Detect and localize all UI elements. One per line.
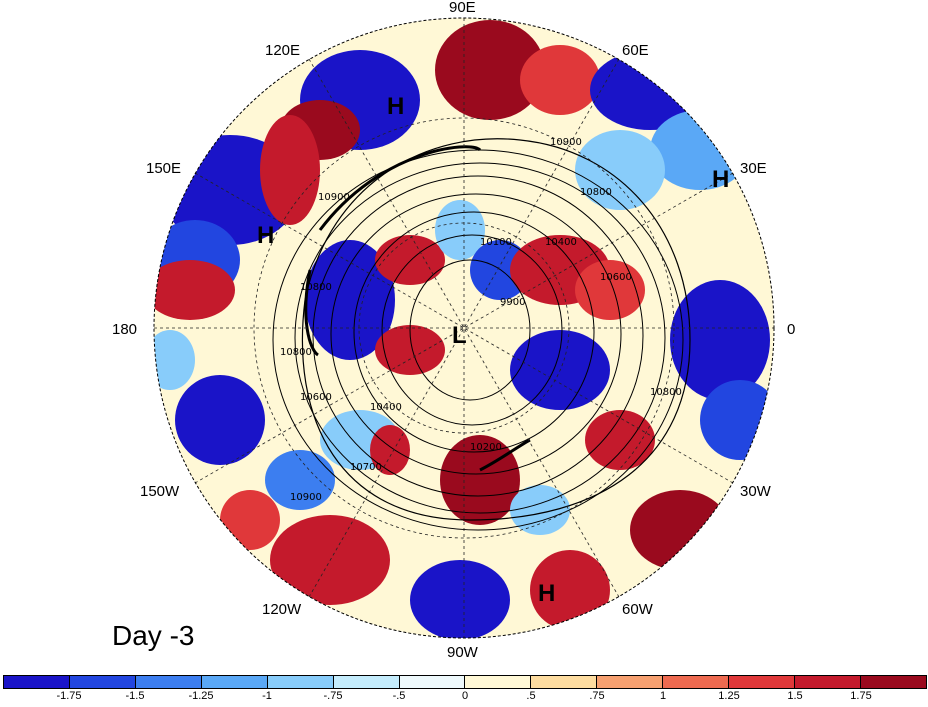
colorbar-segment xyxy=(4,676,70,688)
contour-label: 9900 xyxy=(500,297,525,308)
colorbar-tick-label: -1.25 xyxy=(188,690,214,702)
colorbar-segment xyxy=(135,676,202,688)
colorbar-tick-label: .5 xyxy=(526,690,536,702)
contour-label: 10400 xyxy=(545,237,577,248)
colorbar-segment xyxy=(201,676,268,688)
longitude-label: 150W xyxy=(140,483,180,500)
colorbar-segment xyxy=(465,676,532,688)
contour-label: 10100 xyxy=(480,237,512,248)
contour-label: 10800 xyxy=(580,187,612,198)
contour-label: 10900 xyxy=(290,492,322,503)
map-boundary xyxy=(153,17,775,639)
longitude-label: 60W xyxy=(622,601,653,618)
anomaly-field xyxy=(154,18,774,638)
contour-label: 10800 xyxy=(300,282,332,293)
colorbar-segment xyxy=(860,676,926,688)
longitude-label: 150E xyxy=(146,160,182,177)
colorbar-tick-label: -.5 xyxy=(392,690,406,702)
colorbar-tick-label: 1.5 xyxy=(787,690,803,702)
contour-label-group: 10900 10800 10600 10400 10200 10100 1070… xyxy=(280,137,682,503)
contour-label: 10900 xyxy=(318,192,350,203)
colorbar-segment xyxy=(399,676,466,688)
colorbar xyxy=(3,675,927,689)
longitude-label: 180 xyxy=(112,321,138,338)
contour-label: 10800 xyxy=(650,387,682,398)
colorbar-tick-label: .75 xyxy=(589,690,605,702)
graticule xyxy=(154,18,774,638)
colorbar-tick-label: -.75 xyxy=(323,690,343,702)
colorbar-segment xyxy=(69,676,136,688)
colorbar-tick-label: 1.25 xyxy=(718,690,740,702)
colorbar-segment xyxy=(267,676,334,688)
longitude-label: 120E xyxy=(265,42,301,59)
longitude-label: 90E xyxy=(449,0,476,16)
high-pressure-marker: H xyxy=(538,580,556,607)
contour-label: 10900 xyxy=(550,137,582,148)
colorbar-segment xyxy=(663,676,730,688)
contour-label: 10800 xyxy=(280,347,312,358)
high-pressure-marker: H xyxy=(257,222,275,249)
longitude-label: 90W xyxy=(447,644,478,661)
colorbar-tick-label: 1.75 xyxy=(850,690,872,702)
colorbar-segment xyxy=(597,676,664,688)
high-pressure-marker: H xyxy=(712,166,730,193)
longitude-label: 0 xyxy=(787,321,796,338)
colorbar-segment xyxy=(795,676,861,688)
longitude-label: 120W xyxy=(262,601,302,618)
high-pressure-marker: H xyxy=(387,93,405,120)
colorbar-tick-label: -1.75 xyxy=(56,690,82,702)
contour-label: 10600 xyxy=(600,272,632,283)
colorbar-tick-label: 0 xyxy=(461,690,469,702)
longitude-label: 60E xyxy=(622,42,649,59)
longitude-label: 30E xyxy=(740,160,767,177)
panel-label: Day -3 xyxy=(112,620,195,651)
contour-label: 10200 xyxy=(470,442,502,453)
contour-label: 10600 xyxy=(300,392,332,403)
colorbar-segment xyxy=(531,676,598,688)
colorbar-tick-label: -1.5 xyxy=(125,690,145,702)
colorbar-tick-label: -1 xyxy=(262,690,272,702)
longitude-label: 30W xyxy=(740,483,771,500)
contour-label: 10700 xyxy=(350,462,382,473)
contour-label: 10400 xyxy=(370,402,402,413)
height-contours xyxy=(272,138,691,531)
colorbar-segment xyxy=(729,676,796,688)
colorbar-segment xyxy=(333,676,400,688)
colorbar-tick-label: 1 xyxy=(659,690,667,702)
low-pressure-marker: L xyxy=(452,322,467,349)
